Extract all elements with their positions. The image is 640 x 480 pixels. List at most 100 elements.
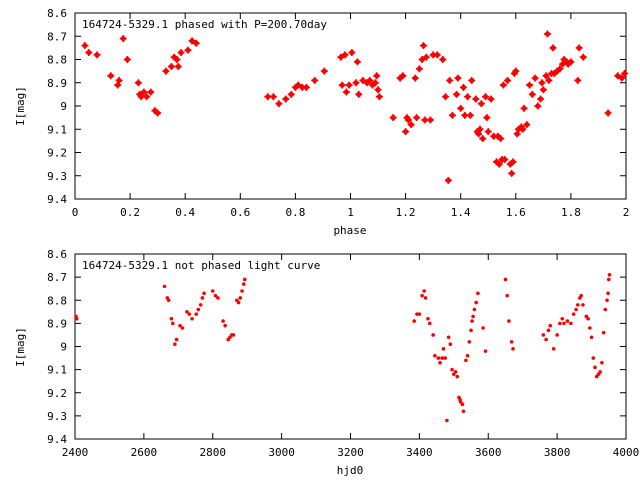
unphased-plot-point xyxy=(600,360,604,365)
unphased-plot-point xyxy=(190,316,194,321)
unphased-plot-point xyxy=(509,340,514,344)
unphased-plot-point xyxy=(474,300,478,305)
unphased-plot-point xyxy=(569,321,573,326)
unphased-plot-point xyxy=(591,356,596,360)
phased-plot-markers xyxy=(81,30,629,184)
unphased-plot-point xyxy=(213,293,218,298)
unphased-plot-point xyxy=(606,291,610,296)
unphased-plot-point xyxy=(503,277,508,282)
unphased-plot-point xyxy=(575,303,580,307)
phased-plot-frame xyxy=(74,12,627,200)
unphased-plot-ytick-label: 9 xyxy=(60,341,67,354)
unphased-plot-point xyxy=(481,326,485,330)
unphased-plot-point xyxy=(483,349,488,353)
unphased-plot-point xyxy=(558,321,562,326)
unphased-plot-point xyxy=(173,342,177,346)
unphased-plot-point xyxy=(546,328,551,333)
phased-plot-ytick-label: 9.3 xyxy=(47,170,67,183)
unphased-plot-point xyxy=(464,358,468,363)
unphased-plot-point xyxy=(216,296,220,300)
unphased-plot-point xyxy=(581,303,585,307)
unphased-plot-point xyxy=(443,356,448,360)
unphased-plot-markers xyxy=(74,273,612,423)
unphased-plot-point xyxy=(544,337,548,342)
unphased-plot-point xyxy=(579,293,584,298)
unphased-plot-point xyxy=(455,374,460,379)
unphased-plot-ytick-label: 8.7 xyxy=(47,271,67,284)
phased-plot-ytick-label: 9.2 xyxy=(47,147,67,160)
unphased-plot-point xyxy=(603,307,608,312)
unphased-plot-point xyxy=(448,342,453,346)
phased-plot-xtick-label: 0.8 xyxy=(285,206,305,219)
unphased-plot-point xyxy=(441,347,446,351)
unphased-plot-point xyxy=(551,347,556,351)
phased-plot-ytick-label: 8.8 xyxy=(47,54,67,67)
unphased-plot-point xyxy=(511,347,515,351)
unphased-plot-title: 164724-5329.1 not phased light curve xyxy=(82,259,320,272)
phased-plot-ticks: 0 0.2 0.4 0.6 0.8 1 1.2 1.4 1.6 1.8 2 8.6 8.7 8.8 8.9 9… xyxy=(47,7,629,219)
phased-plot-xtick-label: 0 xyxy=(72,206,79,219)
unphased-plot-point xyxy=(171,321,175,326)
unphased-plot-ytick-label: 9.4 xyxy=(47,433,67,446)
unphased-plot-point xyxy=(588,326,592,330)
unphased-plot-ytick-label: 9.3 xyxy=(47,410,67,423)
unphased-plot-point xyxy=(422,289,426,293)
phased-plot-xtick-label: 1.4 xyxy=(451,206,471,219)
unphased-plot-point xyxy=(571,312,576,316)
phased-plot-xtick-label: 0.2 xyxy=(120,206,140,219)
unphased-plot-point xyxy=(562,321,566,326)
unphased-plot-point xyxy=(431,333,435,337)
unphased-plot-xtick-label: 3000 xyxy=(268,446,295,459)
unphased-plot-point xyxy=(200,296,205,300)
unphased-plot-point xyxy=(560,316,565,321)
unphased-plot-point xyxy=(231,333,236,337)
phased-plot-xtick-label: 1.6 xyxy=(506,206,526,219)
unphased-plot-point xyxy=(74,316,79,321)
unphased-plot-point xyxy=(241,282,246,286)
unphased-plot-point xyxy=(472,307,477,312)
unphased-plot-point xyxy=(469,328,473,333)
phased-plot-ytick-label: 9.4 xyxy=(47,193,67,206)
unphased-plot-point xyxy=(436,356,441,360)
phased-plot-ytick-label: 9.1 xyxy=(47,123,67,136)
unphased-plot-point xyxy=(507,319,511,323)
unphased-plot-point xyxy=(223,323,227,328)
unphased-plot-point xyxy=(607,273,612,277)
unphased-plot-point xyxy=(423,296,428,300)
unphased-plot-point xyxy=(565,319,570,323)
unphased-plot-point xyxy=(240,289,244,293)
phased-plot-xtick-label: 1.2 xyxy=(396,206,416,219)
unphased-plot-point xyxy=(476,291,480,296)
unphased-plot-point xyxy=(180,326,185,330)
unphased-plot-point xyxy=(426,316,430,321)
unphased-plot-point xyxy=(162,284,167,289)
phased-plot-xtick-label: 0.6 xyxy=(230,206,250,219)
unphased-plot-ticks: 2400 2600 2800 3000 3200 3400 3600 3800 4000 8.6 8… xyxy=(47,248,639,459)
unphased-plot-point xyxy=(598,370,602,374)
unphased-plot-point xyxy=(412,319,417,323)
phased-plot-xtick-label: 1.8 xyxy=(561,206,581,219)
unphased-plot-point xyxy=(221,319,225,323)
phased-plot-ytick-label: 8.6 xyxy=(47,7,67,20)
unphased-plot-point xyxy=(420,293,424,298)
unphased-plot-point xyxy=(196,307,201,312)
unphased-plot-point xyxy=(427,321,432,326)
phased-plot-ytick-label: 8.7 xyxy=(47,30,67,43)
phased-plot-xtick-label: 2 xyxy=(623,206,630,219)
unphased-plot-point xyxy=(505,293,509,298)
phased-plot-ylabel: I[mag] xyxy=(14,86,27,126)
unphased-plot-xlabel: hjd0 xyxy=(337,464,364,477)
unphased-plot-ytick-label: 9.1 xyxy=(47,364,67,377)
unphased-plot-point xyxy=(417,312,422,316)
unphased-plot-point xyxy=(185,310,189,314)
unphased-plot-point xyxy=(605,298,609,303)
unphased-plot-point xyxy=(238,296,243,300)
unphased-plot-point xyxy=(169,316,174,321)
phased-plot-title: 164724-5329.1 phased with P=200.70day xyxy=(82,18,327,31)
unphased-plot-point xyxy=(601,330,606,335)
unphased-plot-point xyxy=(194,312,199,316)
unphased-plot-point xyxy=(574,307,578,312)
unphased-plot-point xyxy=(593,365,597,370)
unphased-plot-ytick-label: 8.8 xyxy=(47,294,67,307)
